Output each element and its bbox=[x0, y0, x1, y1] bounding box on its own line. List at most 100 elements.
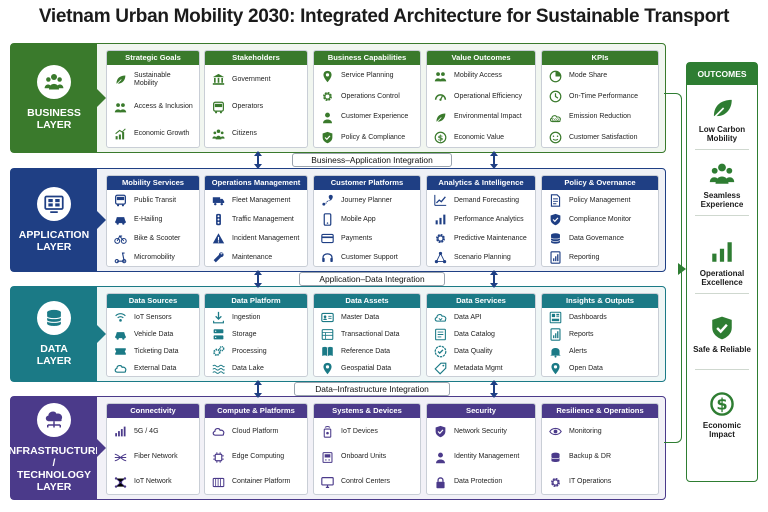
list-item: Ingestion bbox=[211, 308, 304, 328]
list-item: Customer Satisfaction bbox=[548, 128, 655, 147]
list-item: IT Operations bbox=[548, 472, 655, 492]
layer-label-line: LAYER bbox=[36, 355, 72, 367]
map-pin-icon bbox=[320, 361, 335, 376]
open-data-icon bbox=[548, 361, 563, 376]
user-icon bbox=[320, 110, 335, 125]
bidirectional-arrow-icon bbox=[490, 380, 498, 398]
list-item: Operations Control bbox=[320, 87, 417, 107]
car-icon bbox=[113, 212, 128, 227]
leaf-icon bbox=[693, 95, 751, 121]
item-label: Policy Management bbox=[569, 196, 631, 204]
outcome-item: Safe & Reliable bbox=[693, 315, 751, 354]
monitor-icon bbox=[320, 475, 335, 490]
chip-icon bbox=[211, 450, 226, 465]
list-item: Mobile App bbox=[320, 210, 417, 230]
layer-label-line: DATA bbox=[40, 343, 68, 355]
card-security: Security Network Security Identity Managem… bbox=[426, 403, 536, 495]
gears-icon bbox=[211, 344, 226, 359]
item-label: Data Lake bbox=[232, 364, 264, 372]
list-item: IoT Devices bbox=[320, 422, 417, 442]
gear-icon bbox=[433, 231, 448, 246]
item-label: Fiber Network bbox=[134, 453, 178, 460]
list-item: Vehicle Data bbox=[113, 325, 196, 345]
outcome-label: Economic Impact bbox=[702, 421, 742, 439]
report-icon bbox=[548, 250, 563, 265]
list-item: Policy Management bbox=[548, 191, 655, 211]
list-item: Fiber Network bbox=[113, 447, 196, 467]
card-operations-management: Operations Management Fleet Management Tra… bbox=[204, 175, 308, 267]
list-item: Payments bbox=[320, 229, 417, 249]
card-title: Mobility Services bbox=[107, 176, 199, 190]
iot-network-icon bbox=[113, 475, 128, 490]
shield-check-icon bbox=[433, 424, 448, 439]
card-title: Strategic Goals bbox=[107, 51, 199, 65]
item-label: Vehicle Data bbox=[134, 330, 174, 338]
item-label: External Data bbox=[134, 364, 177, 372]
list-item: Geospatial Data bbox=[320, 359, 417, 377]
list-item: Reports bbox=[548, 325, 655, 345]
list-item: Cloud Platform bbox=[211, 422, 304, 442]
item-label: Monitoring bbox=[569, 427, 602, 435]
id-card-icon bbox=[320, 310, 335, 325]
item-label: Mobile App bbox=[341, 215, 376, 223]
card-title: Systems & Devices bbox=[314, 404, 420, 418]
car-icon bbox=[113, 327, 128, 342]
item-label: Metadata Mgmt bbox=[454, 364, 503, 372]
card-title: Stakeholders bbox=[205, 51, 307, 65]
list-item: Access & Inclusion bbox=[113, 97, 196, 117]
layer-label-data: DATA LAYER bbox=[11, 287, 106, 381]
item-label: Economic Growth bbox=[134, 130, 190, 138]
speedometer-icon bbox=[433, 89, 448, 104]
integration-label: Business–Application Integration bbox=[292, 153, 452, 167]
layer-label-line: LAYER bbox=[36, 481, 72, 493]
waves-icon bbox=[211, 361, 226, 376]
trend-line-icon bbox=[433, 193, 448, 208]
list-item: Data Protection bbox=[433, 472, 532, 492]
item-label: Economic Value bbox=[454, 133, 505, 141]
integration-label: Application–Data Integration bbox=[299, 272, 445, 286]
list-item: Operators bbox=[211, 97, 304, 117]
layer-label-business: BUSINESS LAYER bbox=[11, 44, 106, 152]
card-analytics-intelligence: Analytics & Intelligence Demand Forecasti… bbox=[426, 175, 536, 267]
list-item: $ Economic Value bbox=[433, 128, 532, 147]
shield-check-icon bbox=[548, 212, 563, 227]
card-value-outcomes: Value Outcomes Mobility Access Operational… bbox=[426, 50, 536, 148]
card-systems-devices: Systems & Devices IoT Devices Onboard Unit… bbox=[313, 403, 421, 495]
item-label: Incident Management bbox=[232, 234, 300, 242]
item-label: Transactional Data bbox=[341, 330, 400, 338]
item-label: Data Governance bbox=[569, 234, 624, 242]
item-label: Backup & DR bbox=[569, 453, 612, 460]
list-item: Mobility Access bbox=[433, 66, 532, 86]
card-title: Value Outcomes bbox=[427, 51, 535, 65]
item-label: Micromobility bbox=[134, 253, 175, 261]
list-item: Journey Planner bbox=[320, 191, 417, 211]
list-item: Edge Computing bbox=[211, 447, 304, 467]
item-label: Access & Inclusion bbox=[134, 103, 193, 110]
bus-icon bbox=[113, 193, 128, 208]
list-item: Open Data bbox=[548, 359, 655, 377]
list-item: Sustainable Mobility bbox=[113, 70, 196, 90]
card-title: Customer Platforms bbox=[314, 176, 420, 190]
list-item: Data Catalog bbox=[433, 325, 532, 345]
credit-card-icon bbox=[320, 231, 335, 246]
item-label: Onboard Units bbox=[341, 453, 387, 460]
card-title: Data Assets bbox=[314, 294, 420, 308]
server-icon bbox=[211, 327, 226, 342]
item-label: Predictive Maintenance bbox=[454, 234, 527, 242]
layer-label-application: APPLICATION LAYER bbox=[11, 169, 106, 271]
list-item: Traffic Management bbox=[211, 210, 304, 230]
growth-chart-icon bbox=[113, 127, 128, 142]
co2-cloud-icon: CO2 bbox=[548, 110, 563, 125]
item-label: Scenario Planning bbox=[454, 253, 511, 261]
list-item: Dashboards bbox=[548, 308, 655, 328]
list-item: Citizens bbox=[211, 124, 304, 144]
card-title: Compute & Platforms bbox=[205, 404, 307, 418]
list-item: Incident Management bbox=[211, 229, 304, 249]
people-group-icon bbox=[37, 65, 71, 99]
item-label: Reporting bbox=[569, 253, 600, 261]
list-item: Data Governance bbox=[548, 229, 655, 249]
item-label: Control Centers bbox=[341, 478, 391, 486]
people-group-icon bbox=[693, 161, 751, 187]
list-item: Customer Experience bbox=[320, 107, 417, 127]
route-icon bbox=[320, 193, 335, 208]
